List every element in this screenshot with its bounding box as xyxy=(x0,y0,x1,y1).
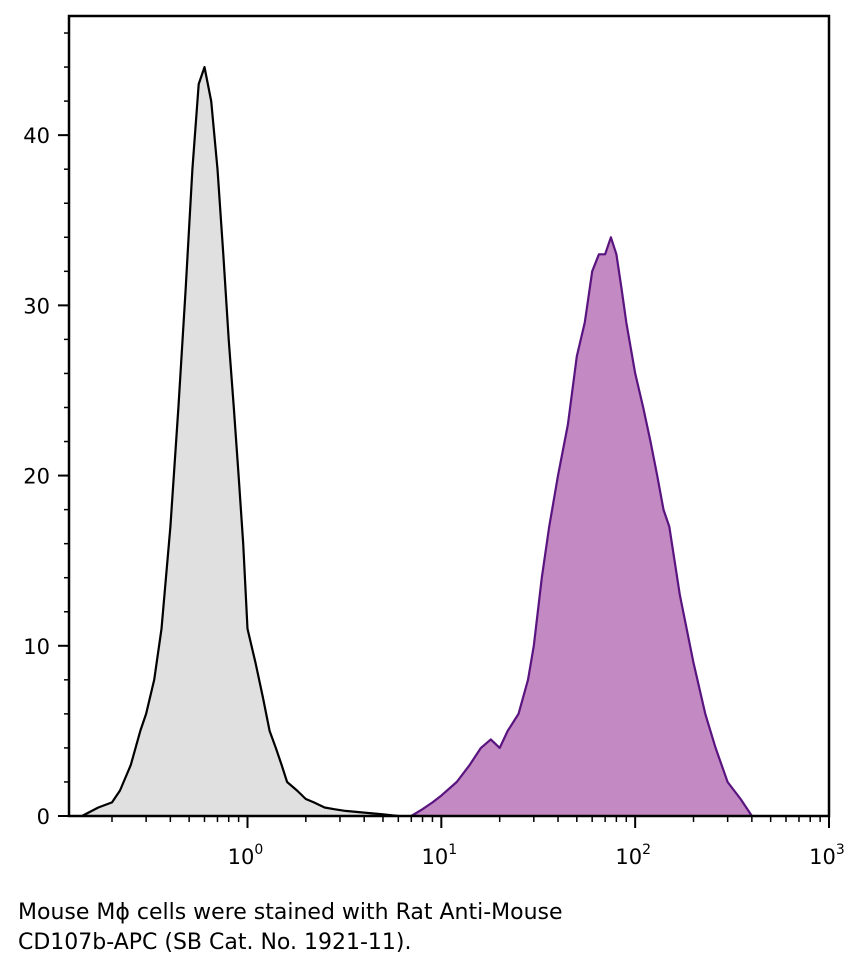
y-tick-label: 0 xyxy=(37,805,50,829)
x-tick-label: 103 xyxy=(809,842,845,869)
x-tick-label: 100 xyxy=(228,842,264,869)
y-tick-label: 20 xyxy=(23,465,50,489)
figure-caption: Mouse Mϕ cells were stained with Rat Ant… xyxy=(18,898,838,958)
y-tick-label: 10 xyxy=(23,635,50,659)
axis-layer: 0 10 20 30 40 100 101 102 103 xyxy=(23,124,845,869)
y-tick-label: 40 xyxy=(23,124,50,148)
series-2-area xyxy=(411,237,752,817)
x-tick-label: 102 xyxy=(615,842,651,869)
caption-line-2: CD107b-APC (SB Cat. No. 1921-11). xyxy=(18,930,412,955)
series-2-line xyxy=(410,236,753,817)
histogram-chart: 0 10 20 30 40 100 101 102 103 xyxy=(23,14,845,869)
y-tick-label: 30 xyxy=(23,294,50,318)
series-layer xyxy=(81,66,753,818)
series-1-line xyxy=(81,66,399,818)
series-1-area xyxy=(82,67,399,817)
x-tick-label: 101 xyxy=(421,842,457,869)
caption-line-1: Mouse Mϕ cells were stained with Rat Ant… xyxy=(18,900,563,925)
plot-frame xyxy=(67,14,831,818)
